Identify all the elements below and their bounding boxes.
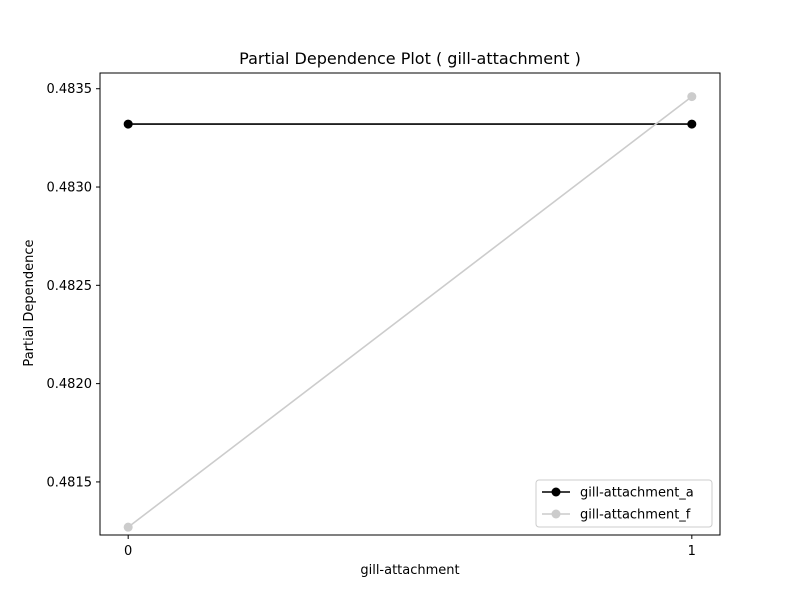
- chart-title: Partial Dependence Plot ( gill-attachmen…: [239, 49, 581, 68]
- series-line-2: [127, 95, 693, 528]
- axes-frame: [99, 72, 721, 536]
- series-2-point-1: [123, 522, 133, 532]
- legend-box: [535, 479, 713, 528]
- y-tick-label-1: 0.4815: [47, 475, 93, 490]
- y-tick-label-2: 0.4820: [47, 377, 93, 392]
- x-axis-label: gill-attachment: [360, 563, 459, 578]
- y-tick-label-5: 0.4835: [47, 82, 93, 97]
- x-tick-label-2: 1: [688, 544, 696, 559]
- legend-marker-1: [551, 487, 561, 497]
- series-1-point-2: [687, 119, 697, 129]
- series-2-point-2: [687, 92, 697, 102]
- plot-area: 0 1 0.4815 0.4820 0.4825 0.4830 0.4835 gill-att…: [47, 72, 721, 559]
- legend-label-1: gill-attachment_a: [580, 486, 694, 501]
- series-1-point-1: [123, 119, 133, 129]
- y-tick-label-3: 0.4825: [47, 279, 93, 294]
- y-tick-label-4: 0.4830: [47, 181, 93, 196]
- y-axis-label: Partial Dependence: [22, 239, 37, 366]
- x-tick-label-1: 0: [124, 544, 132, 559]
- legend-marker-2: [551, 509, 561, 519]
- legend-label-2: gill-attachment_f: [580, 508, 691, 523]
